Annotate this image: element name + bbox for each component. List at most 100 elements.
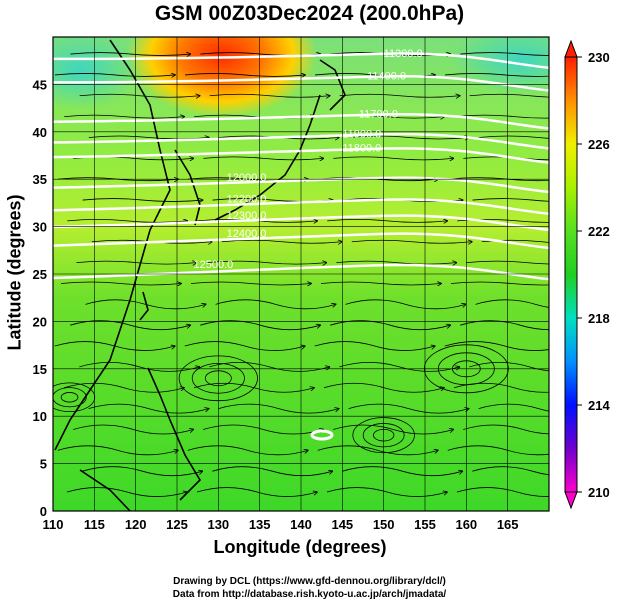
streamline: [456, 487, 549, 497]
coastlines: [54, 39, 346, 511]
streamline: [79, 362, 199, 372]
contour-label: 11300.0: [384, 48, 423, 60]
coast-taiwan: [139, 291, 149, 321]
y-tick-label: 35: [33, 172, 47, 187]
contour-line: [53, 263, 549, 281]
y-axis-ticks: 0 5 10 15 20 25 30 35 40 45: [33, 77, 47, 519]
x-tick-label: 130: [207, 517, 229, 532]
colorbar-tick-label: 230: [588, 50, 610, 65]
y-tick-label: 30: [33, 220, 47, 235]
streamline: [64, 115, 184, 118]
contour-label: 11400.0: [367, 71, 406, 83]
contour-label: 11900.0: [342, 128, 381, 140]
closed-contour: [310, 429, 334, 441]
streamline: [209, 362, 329, 372]
colorbar-tick-label: 210: [588, 485, 610, 500]
streamline: [196, 487, 317, 497]
colorbar-min-arrow: [564, 491, 578, 510]
streamline: [444, 341, 549, 351]
contour-line: [53, 75, 549, 92]
x-tick-label: 150: [373, 517, 395, 532]
contour-label: 12400.0: [227, 228, 267, 240]
streamline: [348, 136, 469, 139]
eddy-streamline: [53, 387, 87, 408]
streamline: [450, 281, 549, 286]
x-tick-label: 140: [290, 517, 312, 532]
x-tick-label: 110: [43, 517, 64, 532]
streamline: [342, 466, 462, 477]
streamline: [184, 73, 305, 76]
streamline: [327, 219, 447, 222]
streamline: [444, 73, 549, 77]
contour-label: 11700.0: [359, 108, 398, 120]
streamline: [82, 466, 202, 477]
streamline: [221, 240, 342, 243]
eddy-streamline: [53, 382, 96, 413]
colorbar-tick-label: 222: [588, 224, 610, 239]
x-tick-label: 145: [331, 517, 353, 532]
eddy-streamline: [60, 392, 79, 403]
coast-japan: [214, 94, 321, 221]
contour-line: [53, 112, 549, 130]
streamline: [469, 93, 549, 98]
coast-china: [54, 39, 171, 451]
y-tick-label: 45: [33, 77, 47, 92]
colorbar-body: [564, 56, 578, 493]
streamline: [333, 157, 453, 160]
x-axis-ticks: 110 115 120 125 130 135 140 145 150 155 160 165: [43, 517, 519, 532]
streamline: [469, 362, 549, 372]
streamline: [82, 199, 203, 202]
streamline: [215, 299, 336, 310]
streamline: [460, 52, 549, 56]
colorbar-max-arrow: [564, 39, 578, 58]
y-axis-label: Latitude (degrees): [4, 194, 25, 351]
contour-label: 12200.0: [227, 194, 267, 206]
colorbar-tick-label: 226: [588, 137, 610, 152]
contour-label: 11800.0: [342, 143, 381, 155]
x-tick-label: 125: [166, 517, 188, 532]
streamline: [333, 424, 453, 435]
streamline: [323, 382, 444, 393]
streamline: [209, 94, 330, 97]
x-tick-label: 165: [497, 517, 519, 532]
x-tick-label: 115: [84, 517, 105, 532]
contour-labels: 12500.0 12400.0 12300.0 12200.0 12000.0 11800…: [194, 48, 423, 271]
map-title: GSM 00Z03Dec2024 (200.0hPa): [154, 2, 465, 25]
x-tick-label: 120: [125, 517, 147, 532]
streamline: [203, 157, 323, 160]
streamline: [472, 198, 549, 202]
streamline: [326, 487, 447, 497]
streamline: [70, 53, 190, 56]
streamline: [478, 403, 549, 412]
coast-borneo: [79, 469, 131, 511]
streamline: [60, 282, 181, 285]
streamline: [339, 362, 459, 372]
credit-text: Drawing by DCL (https://www.gfd-dennou.o…: [0, 575, 619, 601]
contour-label: 12000.0: [227, 172, 267, 184]
plot-frame: [52, 36, 550, 512]
streamline: [351, 240, 472, 243]
streamline: [206, 261, 326, 264]
contour-label: 12500.0: [194, 259, 234, 271]
streamline: [190, 282, 311, 285]
colorbar: 210 214 218 222 226 230: [564, 39, 610, 510]
y-tick-label: 20: [33, 314, 47, 329]
streamline: [466, 260, 549, 265]
height-contours: [53, 52, 549, 281]
cool-anomaly-west: [53, 37, 140, 110]
streamline: [66, 487, 187, 497]
contour-line: [53, 147, 549, 164]
streamline: [339, 94, 460, 97]
contour-line: [53, 176, 549, 194]
streamline: [88, 403, 209, 414]
streamline: [212, 466, 332, 477]
streamline: [54, 73, 175, 76]
colorbar-tick-label: 214: [588, 398, 610, 413]
credit-line-drawing: Drawing by DCL (https://www.gfd-dennou.o…: [173, 576, 446, 587]
y-tick-label: 40: [33, 125, 47, 140]
y-tick-label: 15: [33, 362, 47, 377]
streamline: [79, 94, 200, 97]
streamline: [336, 261, 456, 264]
streamline: [317, 445, 438, 456]
